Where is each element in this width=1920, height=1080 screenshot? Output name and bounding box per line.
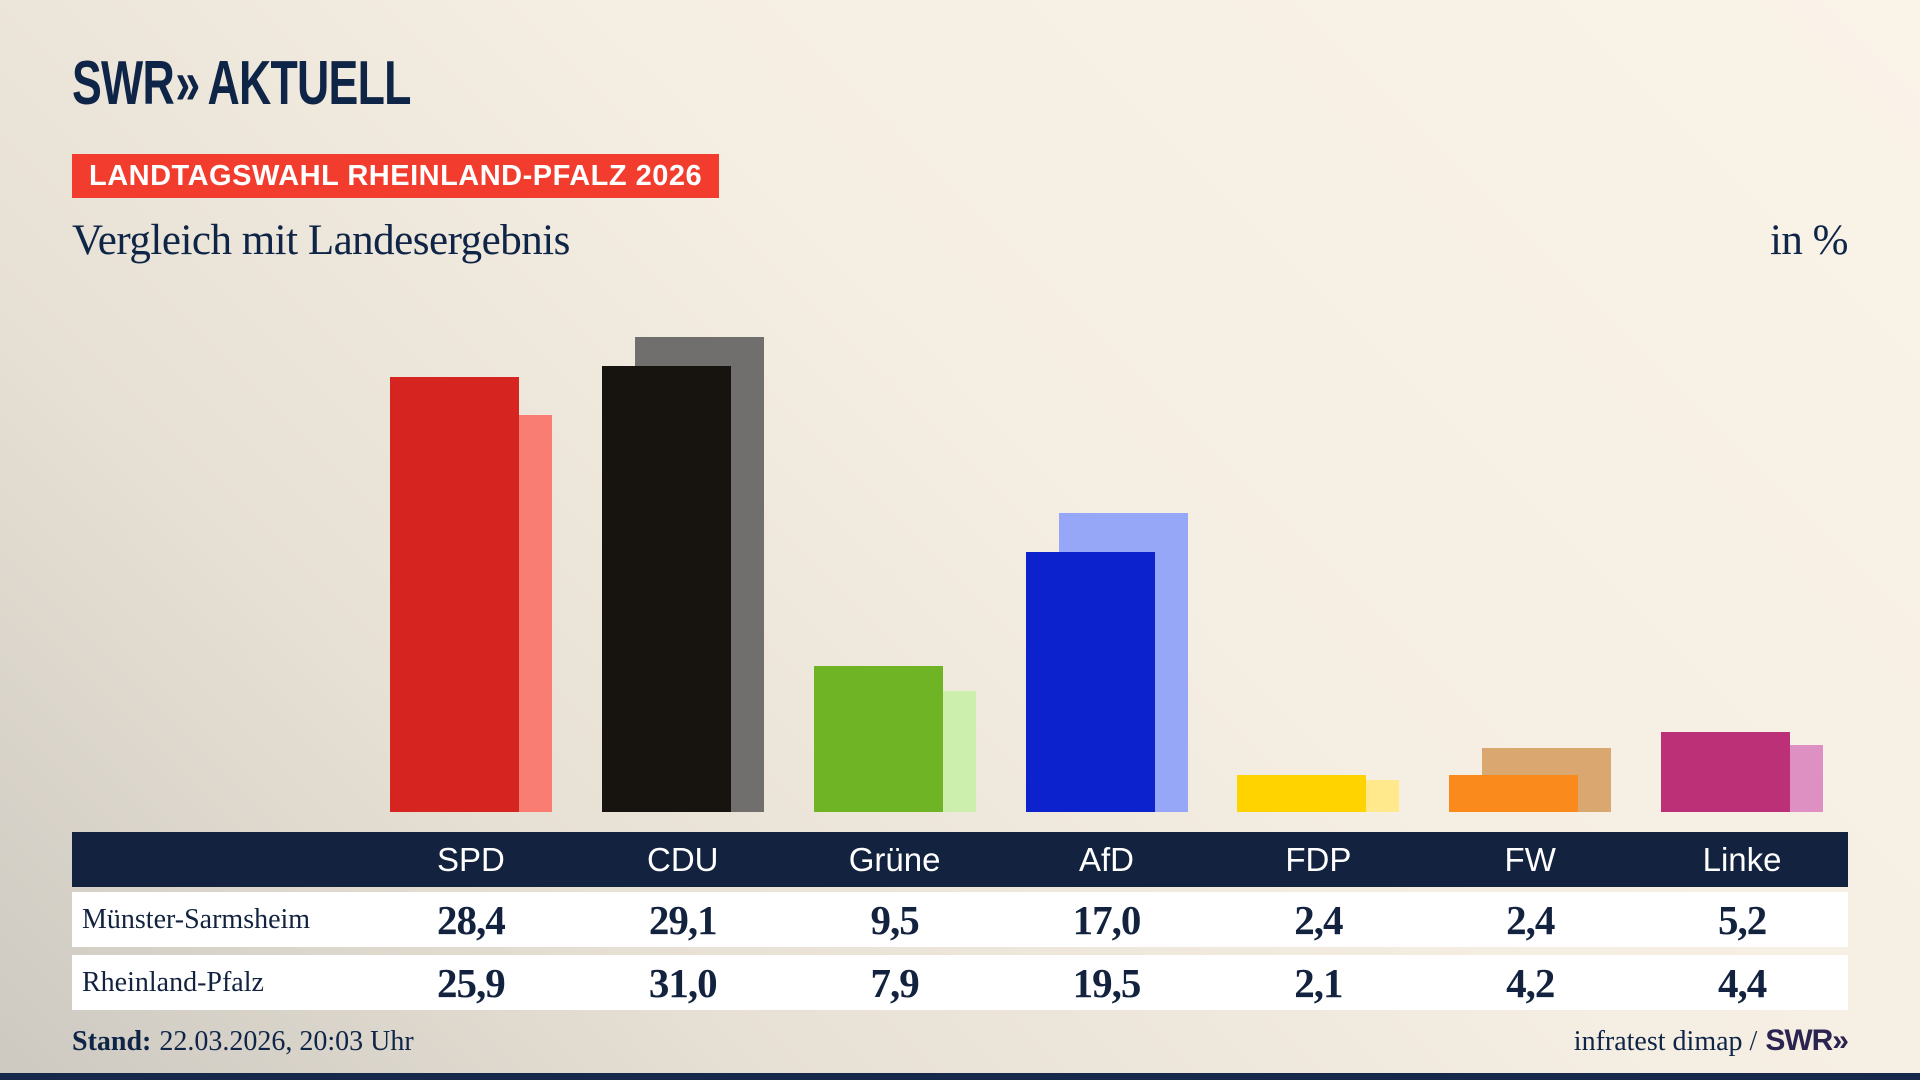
source-text: infratest dimap / <box>1573 1026 1758 1057</box>
table-header-cdu: CDU <box>647 840 719 878</box>
aktuell-logo-text: AKTUELL <box>207 49 411 118</box>
stand-timestamp: Stand: 22.03.2026, 20:03 Uhr <box>72 1026 414 1058</box>
bar-main-spd <box>389 377 519 812</box>
table-row: Rheinland-Pfalz 25,9 31,0 7,9 19,5 2,1 4,2 4,4 <box>72 955 1848 1010</box>
table-header-fw: FW <box>1504 840 1556 878</box>
stand-label: Stand: <box>72 1026 152 1057</box>
table-cell-gruene-rheinland-pfalz: 7,9 <box>870 959 920 1006</box>
footer: Stand: 22.03.2026, 20:03 Uhr infratest di… <box>72 1024 1849 1058</box>
bar-chart <box>72 0 1848 812</box>
source-credit: infratest dimap / SWR» <box>1573 1024 1849 1058</box>
table-cell-spd-rheinland-pfalz: 25,9 <box>437 959 506 1006</box>
table-row: Münster-Sarmsheim 28,4 29,1 9,5 17,0 2,4 2,4 5,… <box>72 892 1848 947</box>
table-cell-spd-muenster-sarmsheim: 28,4 <box>437 896 506 943</box>
row-label-rheinland-pfalz: Rheinland-Pfalz <box>82 966 264 998</box>
table-cell-fdp-muenster-sarmsheim: 2,4 <box>1294 896 1343 943</box>
table-cell-fw-rheinland-pfalz: 4,2 <box>1506 959 1555 1006</box>
swr-aktuell-logo: SWR» AKTUELL <box>72 48 411 119</box>
table-cell-linke-muenster-sarmsheim: 5,2 <box>1717 896 1767 943</box>
bar-main-fw <box>1449 775 1579 812</box>
results-table: SPD CDU Grüne AfD FDP FW Linke Münster-Sarmshei… <box>72 832 1848 1010</box>
table-header-gruene: Grüne <box>848 840 941 878</box>
table-cell-gruene-muenster-sarmsheim: 9,5 <box>870 896 920 943</box>
table-cell-fw-muenster-sarmsheim: 2,4 <box>1506 896 1555 943</box>
bottom-bar <box>0 1073 1920 1080</box>
table-header-row: SPD CDU Grüne AfD FDP FW Linke <box>72 832 1848 887</box>
table-cell-afd-muenster-sarmsheim: 17,0 <box>1072 896 1142 943</box>
table-header-afd: AfD <box>1078 840 1134 878</box>
election-banner: LANDTAGSWAHL RHEINLAND-PFALZ 2026 <box>72 154 720 198</box>
table-header-spd: SPD <box>436 840 505 878</box>
table-cell-afd-rheinland-pfalz: 19,5 <box>1072 959 1142 1006</box>
bar-main-gruene <box>813 666 943 812</box>
title-row: Vergleich mit Landesergebnis in % <box>72 216 1849 265</box>
unit-label: in % <box>1769 217 1849 264</box>
bar-main-linke <box>1661 732 1791 812</box>
row-label-muenster-sarmsheim: Münster-Sarmsheim <box>82 903 311 935</box>
swr-logo-text: SWR <box>72 49 175 118</box>
page-title: Vergleich mit Landesergebnis <box>72 217 570 264</box>
bar-main-cdu <box>601 366 731 812</box>
table-cell-cdu-muenster-sarmsheim: 29,1 <box>648 896 718 943</box>
table-header-fdp: FDP <box>1285 840 1352 878</box>
table-cell-cdu-rheinland-pfalz: 31,0 <box>648 959 718 1006</box>
bar-main-fdp <box>1237 775 1367 812</box>
stand-value: 22.03.2026, 20:03 Uhr <box>159 1026 414 1057</box>
swr-logo-small: SWR» <box>1765 1024 1849 1057</box>
table-header-linke: Linke <box>1702 840 1782 878</box>
table-cell-fdp-rheinland-pfalz: 2,1 <box>1294 959 1343 1006</box>
bar-main-afd <box>1025 552 1155 812</box>
table-cell-linke-rheinland-pfalz: 4,4 <box>1717 959 1767 1006</box>
